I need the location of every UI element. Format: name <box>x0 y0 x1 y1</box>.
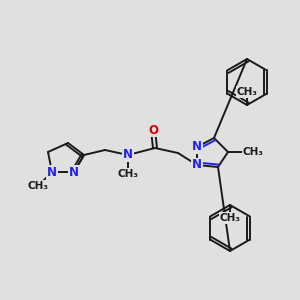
Text: N: N <box>192 158 202 172</box>
Text: N: N <box>192 140 202 154</box>
Text: CH₃: CH₃ <box>28 181 49 191</box>
Text: CH₃: CH₃ <box>242 147 263 157</box>
Text: CH₃: CH₃ <box>220 213 241 223</box>
Text: CH₃: CH₃ <box>236 87 257 97</box>
Text: CH₃: CH₃ <box>118 169 139 179</box>
Text: N: N <box>123 148 133 161</box>
Text: N: N <box>69 166 79 178</box>
Text: N: N <box>47 166 57 178</box>
Text: O: O <box>148 124 158 136</box>
